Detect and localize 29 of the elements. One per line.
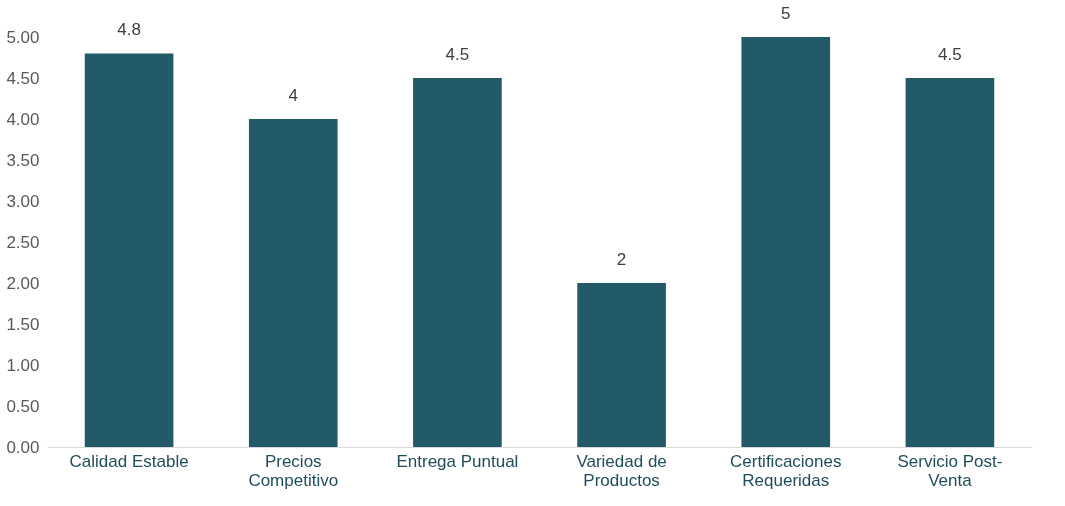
x-tick-label: Entrega Puntual — [396, 451, 519, 471]
y-tick-label: 1.00 — [6, 355, 40, 375]
y-tick-label: 5.00 — [6, 27, 40, 47]
y-tick-label: 0.00 — [6, 437, 40, 457]
data-label: 4 — [288, 86, 298, 105]
x-tick-label: Servicio Post- Venta — [897, 451, 1003, 490]
x-tick-label: Variedad de Productos — [576, 451, 667, 490]
data-label: 5 — [781, 4, 791, 23]
data-label: 4.8 — [117, 20, 141, 40]
bar — [905, 78, 995, 447]
x-tick-label: Calidad Estable — [69, 451, 189, 471]
bar — [84, 53, 174, 447]
data-label: 2 — [616, 250, 627, 269]
data-label: 4.5 — [445, 45, 470, 64]
bar — [741, 37, 831, 447]
y-tick-label: 0.50 — [6, 396, 40, 416]
y-tick-label: 4.00 — [6, 109, 40, 129]
y-tick-label: 4.50 — [6, 68, 40, 88]
y-tick-label: 2.00 — [6, 273, 40, 293]
y-tick-label: 2.50 — [6, 232, 40, 252]
x-tick-label: Precios Competitivo — [248, 451, 339, 490]
bar — [413, 78, 502, 447]
bar — [577, 283, 666, 447]
y-tick-label: 1.50 — [6, 314, 40, 334]
y-tick-label: 3.50 — [6, 150, 40, 170]
y-tick-label: 3.00 — [6, 191, 40, 211]
data-label: 4.5 — [938, 45, 962, 64]
x-tick-label: Certificaciones Requeridas — [730, 451, 842, 490]
bar — [248, 119, 338, 447]
